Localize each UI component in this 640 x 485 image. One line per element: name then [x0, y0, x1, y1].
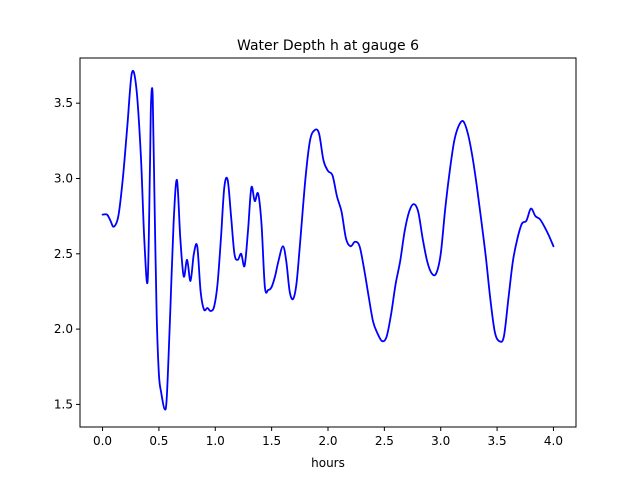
y-tick-label: 2.0	[54, 322, 73, 336]
y-axis: 1.5 2.0 2.5 3.0 3.5	[54, 96, 80, 411]
x-axis-title: hours	[311, 456, 345, 470]
x-tick-label: 1.5	[262, 434, 281, 448]
x-tick-label: 3.0	[431, 434, 450, 448]
series-line	[101, 69, 555, 411]
x-tick-label: 0.5	[149, 434, 168, 448]
x-tick-label: 0.0	[93, 434, 112, 448]
x-tick-label: 1.0	[206, 434, 225, 448]
x-tick-label: 2.5	[375, 434, 394, 448]
x-tick-label: 2.0	[318, 434, 337, 448]
y-tick-label: 3.5	[54, 96, 73, 110]
y-tick-label: 1.5	[54, 397, 73, 411]
chart-title: Water Depth h at gauge 6	[237, 38, 419, 54]
x-axis: 0.0 0.5 1.0 1.5 2.0 2.5 3.0 3.5 4.0	[93, 427, 563, 448]
x-tick-label: 4.0	[544, 434, 563, 448]
x-tick-label: 3.5	[488, 434, 507, 448]
y-tick-label: 3.0	[54, 171, 73, 185]
y-tick-label: 2.5	[54, 247, 73, 261]
